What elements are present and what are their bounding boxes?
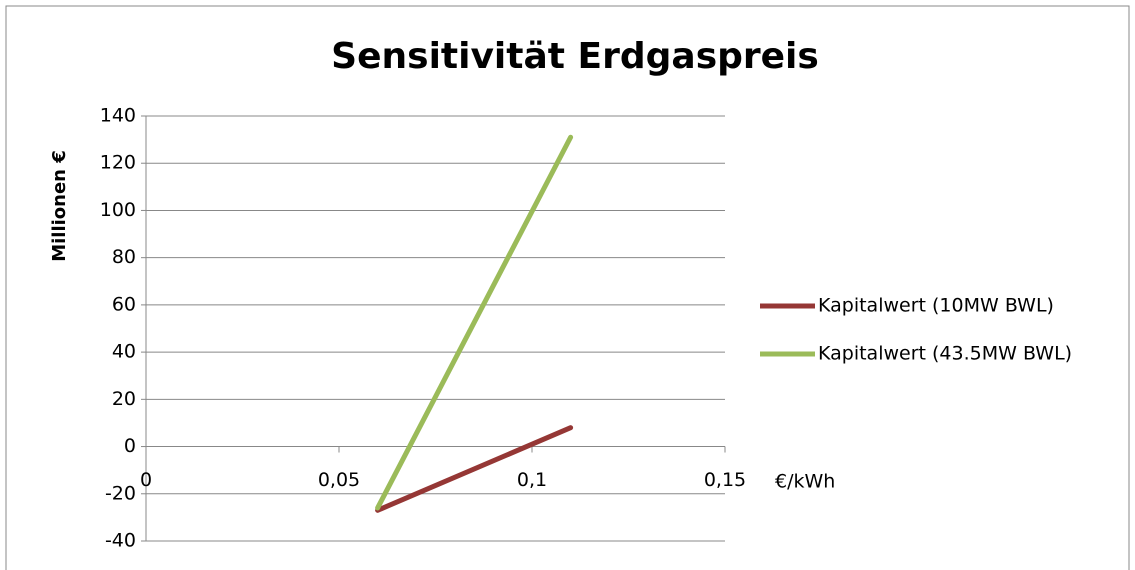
x-tick-label: 0,05: [318, 469, 360, 491]
y-tick-label: 60: [112, 293, 136, 315]
y-tick-label: 40: [112, 341, 136, 363]
y-tick-label: -40: [105, 530, 136, 552]
chart-border: [5, 5, 1130, 570]
series-line: [375, 134, 574, 511]
x-tick-label: 0,15: [704, 469, 746, 491]
legend-label: Kapitalwert (43.5MW BWL): [818, 343, 1072, 365]
chart-title: Sensitivität Erdgaspreis: [331, 36, 819, 77]
y-axis-title: Millionen €: [49, 150, 70, 262]
x-axis-title: €/kWh: [775, 471, 835, 493]
y-tick-label: 80: [112, 246, 136, 268]
y-tick-label: 120: [100, 152, 136, 174]
x-tick-label: 0,1: [517, 469, 547, 491]
y-tick-label: 140: [100, 105, 136, 127]
series-line: [375, 425, 574, 513]
y-tick-label: -20: [105, 482, 136, 504]
y-tick-label: 0: [124, 435, 136, 457]
y-tick-label: 20: [112, 388, 136, 410]
y-tick-label: 100: [100, 199, 136, 221]
x-tick-label: 0: [140, 469, 152, 491]
legend-label: Kapitalwert (10MW BWL): [818, 295, 1054, 317]
